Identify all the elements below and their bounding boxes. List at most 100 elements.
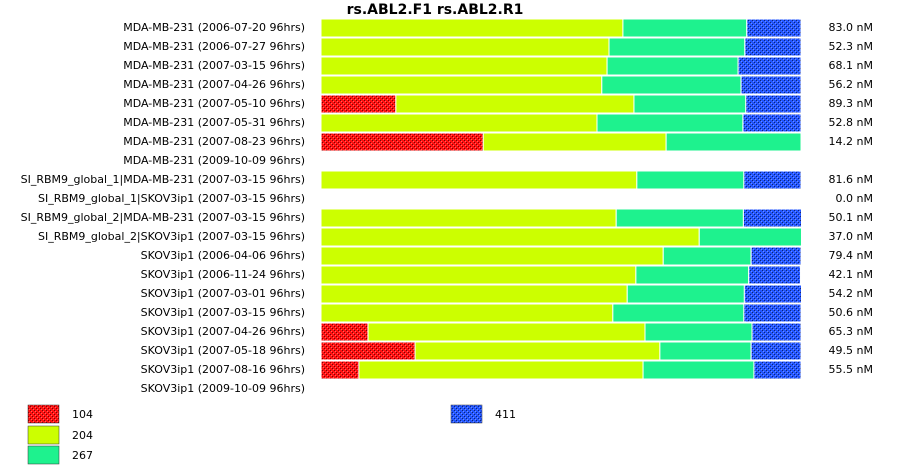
bar-segment: [750, 246, 802, 266]
row-annotation: 52.8 nM: [829, 116, 873, 129]
row-annotation: 42.1 nM: [829, 268, 873, 281]
row-label: SI_RBM9_global_1|MDA-MB-231 (2007-03-15 …: [21, 173, 305, 186]
row-annotation: 65.3 nM: [829, 325, 873, 338]
legend-label: 204: [72, 429, 93, 442]
bar-segment: [753, 360, 802, 380]
bar-segment: [320, 132, 484, 152]
row-annotation: 14.2 nM: [829, 135, 873, 148]
bar-segment: [751, 322, 802, 342]
row-label: SKOV3ip1 (2007-08-16 96hrs): [141, 363, 305, 376]
row-annotation: 0.0 nM: [836, 192, 873, 205]
row-label: MDA-MB-231 (2006-07-20 96hrs): [123, 21, 305, 34]
bar-segment: [748, 265, 802, 285]
bar-segment: [745, 94, 802, 114]
row-label: SI_RBM9_global_2|SKOV3ip1 (2007-03-15 96…: [38, 230, 305, 243]
row-label: MDA-MB-231 (2007-03-15 96hrs): [123, 59, 305, 72]
chart-title: rs.ABL2.F1 rs.ABL2.R1: [347, 2, 524, 18]
bar-segment: [636, 170, 745, 190]
bar-segment: [642, 360, 755, 380]
bar-segment: [320, 265, 637, 285]
legend-label: 104: [72, 408, 93, 421]
bar-segment: [750, 341, 802, 361]
bar-segment: [320, 37, 610, 57]
row-annotation: 50.1 nM: [829, 211, 873, 224]
row-label: SKOV3ip1 (2007-05-18 96hrs): [141, 344, 305, 357]
bar-segment: [746, 18, 802, 38]
row-label: SKOV3ip1 (2009-10-09 96hrs): [141, 382, 305, 395]
row-label: MDA-MB-231 (2009-10-09 96hrs): [123, 154, 305, 167]
legend-label: 267: [72, 449, 93, 462]
bar-segment: [665, 132, 802, 152]
bar-segment: [608, 37, 746, 57]
bar-segment: [743, 170, 802, 190]
bar-segment: [626, 284, 745, 304]
bar-segment: [358, 360, 644, 380]
row-annotation: 55.5 nM: [829, 363, 873, 376]
bar-segment: [367, 322, 646, 342]
bar-segment: [644, 322, 753, 342]
bar-segment: [601, 75, 742, 95]
bar-segment: [320, 170, 638, 190]
bar-segment: [320, 303, 614, 323]
bar-segment: [596, 113, 744, 133]
row-label: MDA-MB-231 (2007-04-26 96hrs): [123, 78, 305, 91]
row-annotation: 83.0 nM: [829, 21, 873, 34]
row-annotation: 81.6 nM: [829, 173, 873, 186]
row-label: MDA-MB-231 (2007-08-23 96hrs): [123, 135, 305, 148]
legend-swatch: [450, 404, 483, 424]
row-label: MDA-MB-231 (2006-07-27 96hrs): [123, 40, 305, 53]
legend-label: 411: [495, 408, 516, 421]
bar-segment: [612, 303, 745, 323]
bar-segment: [737, 56, 802, 76]
row-annotation: 52.3 nM: [829, 40, 873, 53]
row-label: SKOV3ip1 (2007-03-15 96hrs): [141, 306, 305, 319]
row-label: SKOV3ip1 (2007-03-01 96hrs): [141, 287, 305, 300]
bar-segment: [698, 227, 802, 247]
row-annotation: 79.4 nM: [829, 249, 873, 262]
row-label: SI_RBM9_global_1|SKOV3ip1 (2007-03-15 96…: [38, 192, 305, 205]
legend-swatch: [27, 425, 60, 445]
bar-segment: [615, 208, 744, 228]
row-label: MDA-MB-231 (2007-05-10 96hrs): [123, 97, 305, 110]
row-label: SKOV3ip1 (2007-04-26 96hrs): [141, 325, 305, 338]
bar-segment: [320, 284, 628, 304]
row-annotation: 68.1 nM: [829, 59, 873, 72]
row-annotation: 54.2 nM: [829, 287, 873, 300]
bar-segment: [606, 56, 739, 76]
bar-segment: [743, 303, 802, 323]
bar-segment: [743, 284, 802, 304]
bar-segment: [320, 246, 664, 266]
bar-segment: [320, 360, 360, 380]
bar-segment: [320, 18, 624, 38]
bar-segment: [395, 94, 635, 114]
bar-segment: [744, 37, 802, 57]
row-annotation: 89.3 nM: [829, 97, 873, 110]
bar-segment: [320, 94, 397, 114]
bar-segment: [740, 75, 802, 95]
bar-segment: [320, 208, 617, 228]
bar-segment: [633, 94, 747, 114]
bar-segment: [659, 341, 752, 361]
bar-segment: [320, 227, 700, 247]
bar-segment: [320, 341, 416, 361]
row-label: MDA-MB-231 (2007-05-31 96hrs): [123, 116, 305, 129]
bar-segment: [320, 75, 603, 95]
bar-segment: [320, 113, 598, 133]
row-label: SKOV3ip1 (2006-04-06 96hrs): [141, 249, 305, 262]
row-annotation: 50.6 nM: [829, 306, 873, 319]
row-label: SI_RBM9_global_2|MDA-MB-231 (2007-03-15 …: [21, 211, 305, 224]
row-annotation: 56.2 nM: [829, 78, 873, 91]
bar-segment: [414, 341, 661, 361]
legend-swatch: [27, 404, 60, 424]
bar-segment: [742, 208, 802, 228]
legend-swatch: [27, 445, 60, 465]
bar-segment: [482, 132, 667, 152]
bar-segment: [320, 322, 369, 342]
bar-segment: [742, 113, 802, 133]
bar-segment: [662, 246, 752, 266]
row-label: SKOV3ip1 (2006-11-24 96hrs): [141, 268, 305, 281]
bar-segment: [320, 56, 608, 76]
bar-segment: [622, 18, 748, 38]
bar-segment: [635, 265, 750, 285]
